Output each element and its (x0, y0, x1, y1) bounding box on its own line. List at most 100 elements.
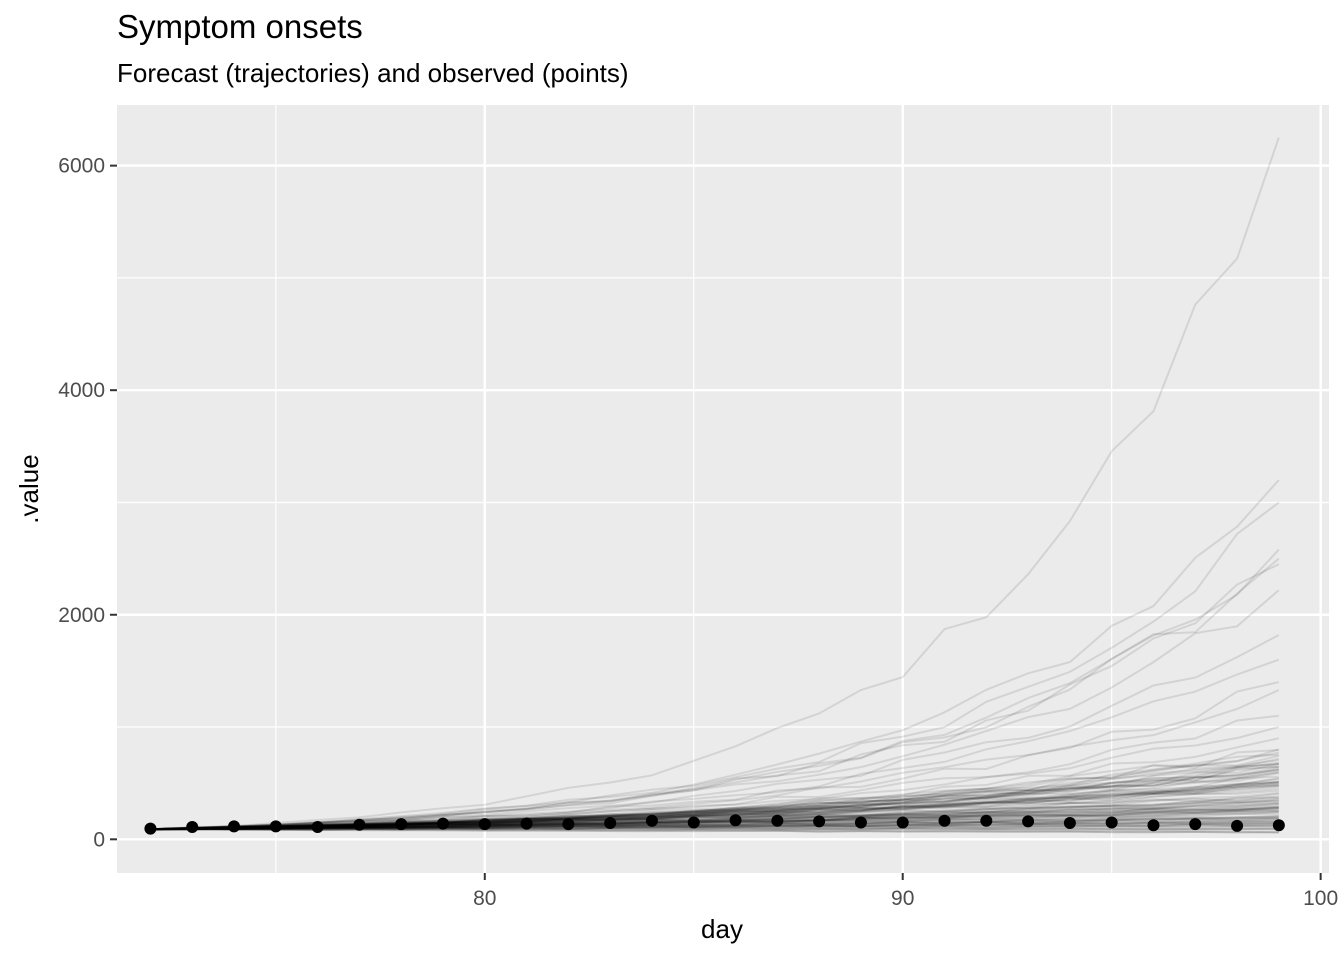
trajectory-line (150, 768, 1279, 831)
trajectory-line (150, 819, 1279, 831)
observed-point (1063, 817, 1076, 830)
trajectory-line (150, 777, 1279, 831)
observed-point (311, 820, 324, 833)
x-tick-label: 90 (891, 887, 914, 910)
trajectory-line (150, 827, 1279, 831)
trajectory-line (150, 825, 1279, 831)
trajectory-line (150, 817, 1279, 831)
x-tick-label: 100 (1303, 887, 1338, 910)
observed-point (144, 822, 157, 835)
axis-ticks (110, 164, 1322, 880)
trajectory-line (150, 819, 1279, 831)
observed-point (1231, 819, 1244, 832)
trajectory-line (150, 501, 1280, 831)
forecast-trajectories (150, 137, 1280, 834)
observed-point (395, 818, 408, 831)
trajectory-line (150, 563, 1280, 831)
trajectory-line (150, 753, 1279, 831)
plot-panel (117, 105, 1329, 873)
trajectory-line (150, 763, 1279, 831)
y-axis-title: .value (14, 454, 44, 523)
trajectory-line (150, 815, 1279, 831)
trajectory-line (150, 763, 1279, 831)
trajectory-line (150, 479, 1280, 831)
x-axis-title: day (701, 914, 743, 944)
chart-title: Symptom onsets (117, 8, 363, 45)
trajectory-line (150, 781, 1279, 831)
trajectory-line (150, 814, 1279, 831)
trajectory-line (150, 799, 1279, 831)
trajectory-line (150, 799, 1279, 831)
trajectory-line (150, 827, 1279, 832)
trajectory-line (150, 805, 1279, 831)
trajectory-line (150, 762, 1280, 831)
trajectory-line (150, 781, 1279, 831)
trajectory-line (150, 658, 1280, 831)
trajectory-line (150, 824, 1279, 831)
trajectory-line (150, 778, 1279, 831)
observed-point (1147, 819, 1160, 832)
observed-point (687, 816, 700, 829)
trajectory-line (150, 787, 1279, 831)
trajectory-line (150, 806, 1279, 831)
trajectory-line (150, 548, 1280, 831)
trajectory-line (150, 827, 1279, 831)
trajectory-line (150, 796, 1279, 831)
trajectory-line (150, 822, 1279, 831)
trajectory-line (150, 804, 1279, 831)
observed-point (1189, 818, 1202, 831)
trajectory-line (150, 789, 1279, 831)
trajectory-line (150, 811, 1279, 831)
trajectory-line (150, 737, 1280, 831)
trajectory-line (150, 754, 1280, 831)
trajectory-line (150, 801, 1279, 831)
trajectory-line (150, 783, 1279, 831)
trajectory-line (150, 759, 1279, 831)
trajectory-line (150, 726, 1280, 831)
trajectory-line (150, 827, 1279, 834)
y-tick-label: 2000 (58, 604, 105, 627)
trajectory-line (150, 792, 1279, 831)
trajectory-line (150, 768, 1279, 831)
y-tick-label: 6000 (58, 155, 105, 178)
trajectory-line (150, 689, 1280, 831)
trajectory-line (150, 822, 1279, 831)
trajectory-line (150, 827, 1279, 834)
observed-point (896, 816, 909, 829)
trajectory-line (150, 820, 1279, 831)
trajectory-line (150, 765, 1279, 831)
trajectory-line (150, 767, 1280, 831)
trajectory-line (150, 681, 1280, 831)
y-tick-label: 4000 (58, 379, 105, 402)
observed-point (645, 814, 658, 827)
observed-point (436, 817, 449, 830)
trajectory-line (150, 802, 1279, 831)
trajectory-line (150, 817, 1279, 831)
trajectory-line (150, 589, 1280, 831)
trajectory-line (150, 812, 1279, 831)
major-gridlines (117, 105, 1329, 873)
trajectory-line (150, 806, 1279, 831)
trajectory-line (150, 749, 1279, 831)
trajectory-line (150, 826, 1279, 831)
trajectory-line (150, 808, 1279, 831)
trajectory-line (150, 771, 1279, 831)
trajectory-line (150, 634, 1280, 831)
trajectory-line (150, 807, 1279, 831)
observed-point (353, 818, 366, 831)
observed-point (854, 816, 867, 829)
trajectory-line (150, 817, 1279, 831)
observed-point (478, 818, 491, 831)
x-tick-label: 80 (473, 887, 496, 910)
chart-subtitle: Forecast (trajectories) and observed (po… (117, 58, 629, 88)
trajectory-line (150, 795, 1279, 831)
trajectory-line (150, 821, 1279, 831)
trajectory-line (150, 766, 1279, 831)
observed-point (1272, 819, 1285, 832)
trajectory-line (150, 821, 1279, 831)
trajectory-line (150, 824, 1279, 831)
observed-point (186, 820, 199, 833)
trajectory-line (150, 823, 1279, 831)
trajectory-line (150, 808, 1279, 831)
